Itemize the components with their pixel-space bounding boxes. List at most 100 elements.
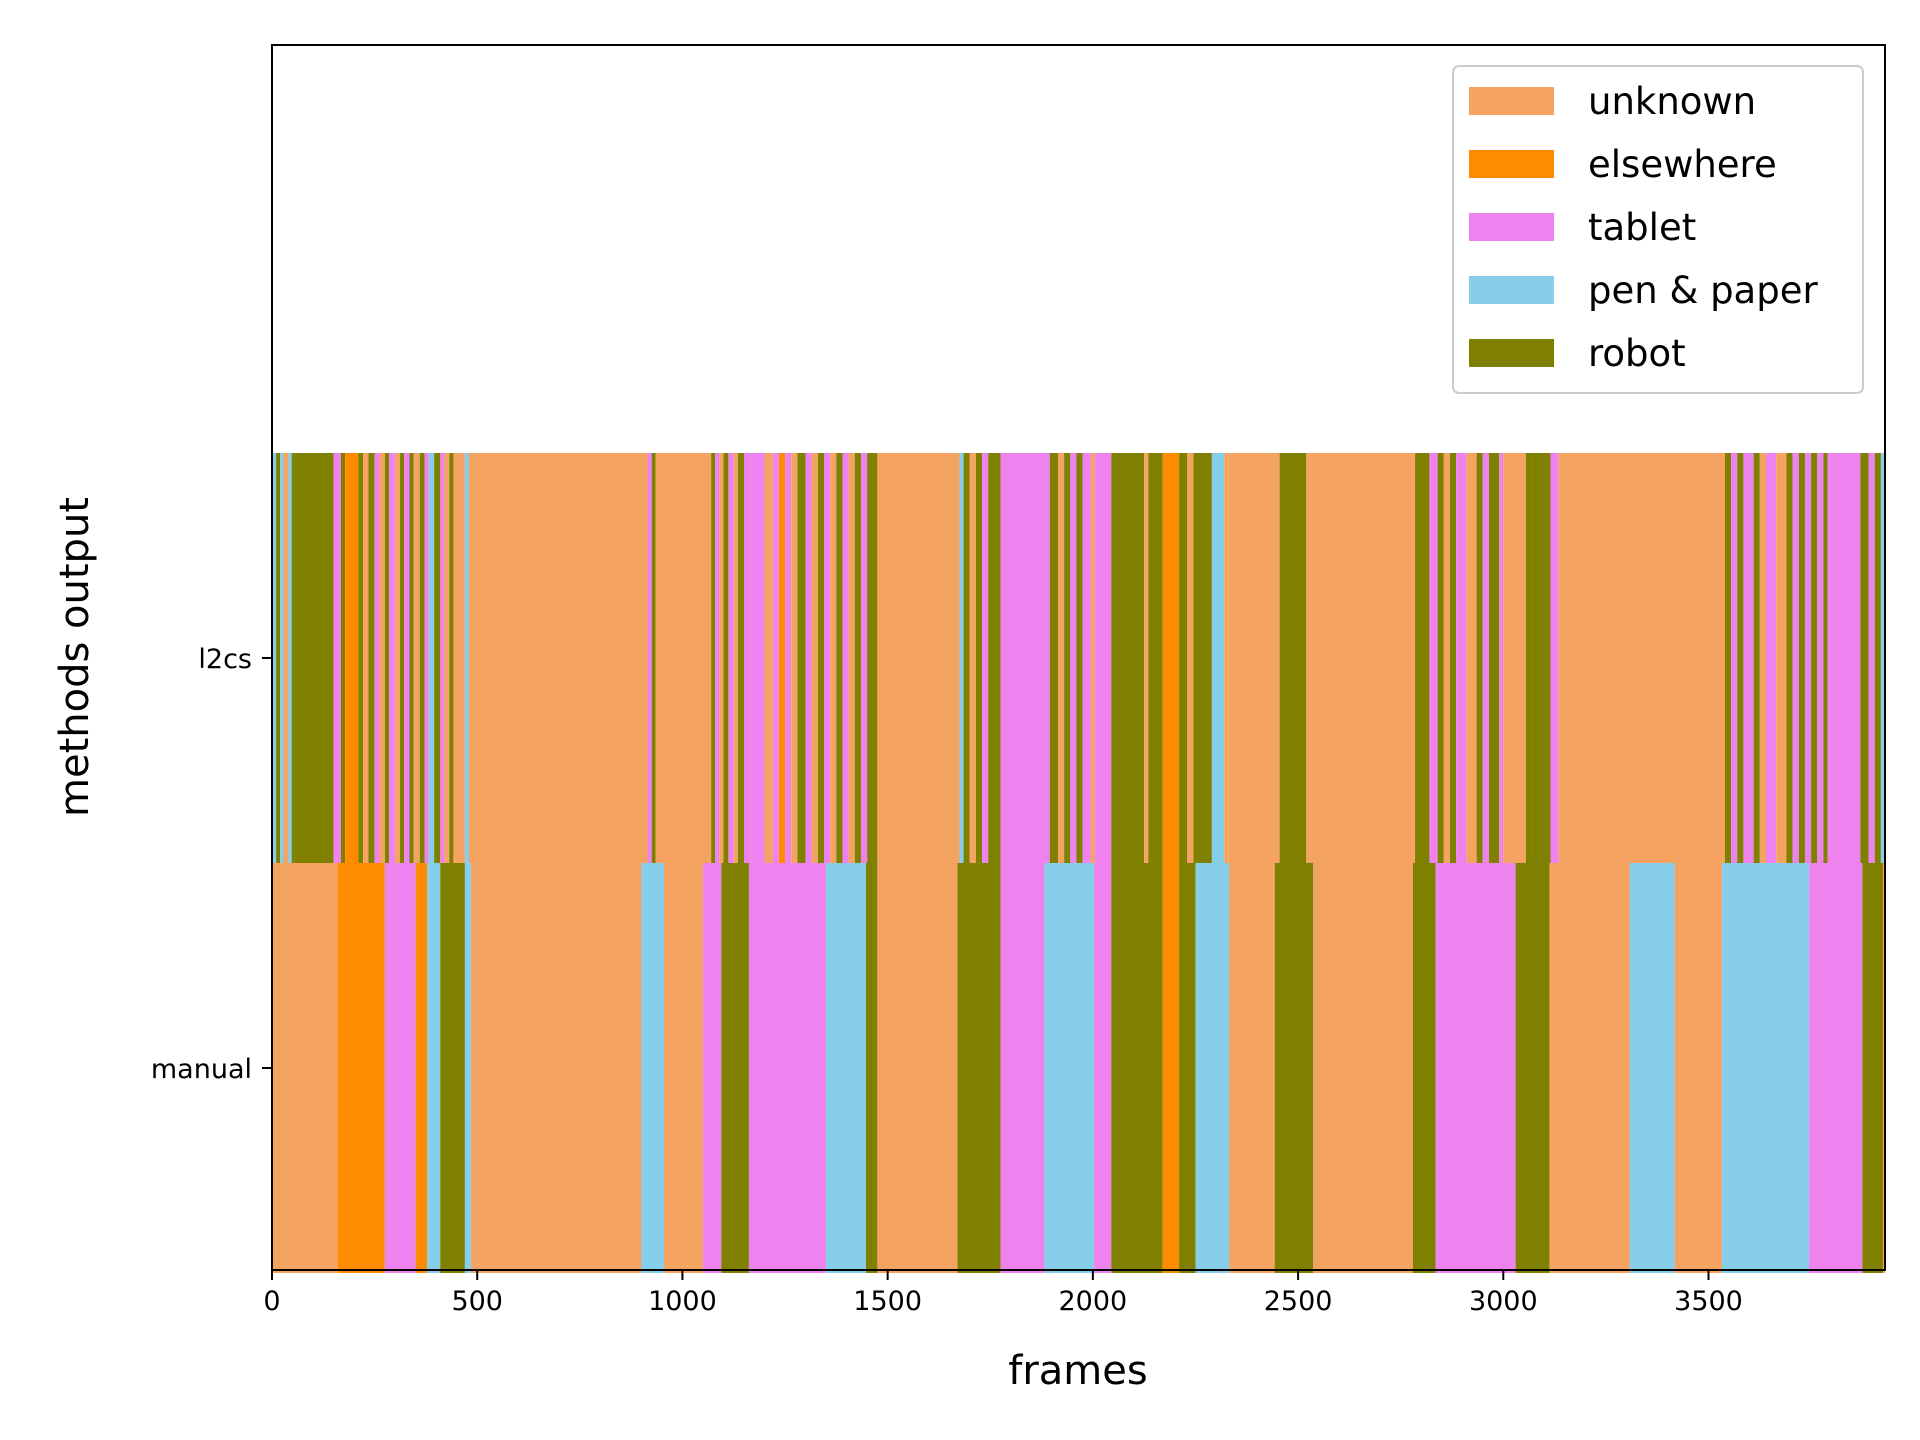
bar-segment-l2cs-56 [842,453,849,863]
bar-segment-l2cs-46 [778,453,786,863]
bar-segment-l2cs-118 [1811,453,1818,863]
bar-segment-l2cs-43 [750,453,765,863]
bar-segment-l2cs-18 [400,453,405,863]
bar-segment-l2cs-28 [449,453,454,863]
bar-segment-l2cs-108 [1737,453,1744,863]
bar-segment-manual-17 [1000,863,1045,1273]
bar-segment-manual-29 [1515,863,1550,1273]
bar-segment-l2cs-119 [1817,453,1824,863]
bar-segment-l2cs-62 [959,453,964,863]
bars-layer [272,453,1885,1273]
bar-segment-l2cs-51 [811,453,818,863]
bar-segment-manual-30 [1549,863,1630,1273]
bar-segment-l2cs-78 [1144,453,1149,863]
bar-segment-l2cs-9 [345,453,359,863]
bar-segment-l2cs-93 [1443,453,1450,863]
bar-segment-l2cs-117 [1804,453,1812,863]
bar-segment-manual-15 [877,863,958,1273]
bar-segment-l2cs-104 [1550,453,1559,863]
legend-label-1: elsewhere [1588,143,1777,186]
bar-segment-l2cs-64 [969,453,976,863]
bar-segment-l2cs-96 [1466,453,1477,863]
bar-segment-l2cs-40 [733,453,738,863]
y-tick-label-manual: manual [151,1054,252,1085]
bar-segment-l2cs-70 [1057,453,1065,863]
bar-segment-l2cs-88 [1306,453,1311,863]
bar-segment-l2cs-54 [830,453,837,863]
bar-segment-l2cs-69 [1049,453,1058,863]
bar-segment-l2cs-25 [434,453,441,863]
bar-segment-l2cs-124 [1874,453,1881,863]
bar-segment-l2cs-91 [1429,453,1438,863]
legend-swatch-4 [1469,339,1554,367]
bar-segment-l2cs-59 [860,453,868,863]
bar-segment-l2cs-30 [464,453,469,863]
bar-segment-l2cs-37 [719,453,724,863]
bar-segment-l2cs-113 [1776,453,1787,863]
bar-segment-manual-1 [337,863,385,1273]
bar-segment-l2cs-87 [1279,453,1307,863]
bar-segment-l2cs-15 [384,453,389,863]
bar-segment-l2cs-24 [428,453,435,863]
bar-segment-l2cs-16 [388,453,396,863]
bar-segment-l2cs-8 [340,453,346,863]
legend-swatch-1 [1469,150,1554,178]
bar-segment-l2cs-73 [1076,453,1083,863]
bar-segment-l2cs-121 [1827,453,1861,863]
bar-segment-manual-28 [1435,863,1516,1273]
bar-segment-manual-12 [748,863,827,1273]
bar-segment-l2cs-41 [737,453,744,863]
x-tick-label: 2000 [1059,1286,1128,1317]
x-tick-label: 2500 [1264,1286,1333,1317]
bar-segment-manual-6 [464,863,472,1273]
bar-segment-l2cs-26 [440,453,445,863]
bar-segment-manual-2 [384,863,416,1273]
bar-segment-manual-19 [1094,863,1112,1273]
bar-segment-l2cs-122 [1860,453,1869,863]
bar-segment-manual-27 [1413,863,1436,1273]
legend-label-3: pen & paper [1588,269,1818,312]
x-axis-ticks: 0 500 1000 1500 2000 2500 3000 3500 [263,1270,1743,1317]
bar-segment-l2cs-27 [444,453,450,863]
bar-segment-manual-18 [1044,863,1095,1273]
bar-segment-l2cs-33 [651,453,656,863]
bar-segment-l2cs-10 [358,453,364,863]
bar-segment-l2cs-58 [854,453,861,863]
bar-segment-l2cs-90 [1415,453,1430,863]
bar-segment-l2cs-38 [723,453,729,863]
bar-segment-l2cs-79 [1148,453,1163,863]
bar-segment-l2cs-47 [785,453,792,863]
bar-segment-l2cs-21 [413,453,420,863]
bar-segment-l2cs-99 [1488,453,1500,863]
bar-segment-manual-35 [1862,863,1883,1273]
bar-segment-l2cs-116 [1798,453,1805,863]
bar-segment-l2cs-1 [276,453,281,863]
bar-segment-manual-3 [415,863,428,1273]
bar-segment-l2cs-102 [1525,453,1533,863]
bar-segment-l2cs-67 [988,453,1001,863]
bar-segment-manual-25 [1274,863,1314,1273]
bar-segment-manual-14 [865,863,878,1273]
bar-segment-l2cs-114 [1786,453,1793,863]
bar-segment-l2cs-120 [1823,453,1828,863]
bar-segment-manual-21 [1162,863,1180,1273]
bar-segment-l2cs-63 [963,453,970,863]
bar-segment-l2cs-106 [1724,453,1732,863]
bar-segment-l2cs-112 [1765,453,1777,863]
bar-segment-l2cs-31 [469,453,648,863]
x-tick-label: 0 [263,1286,280,1317]
bar-segment-l2cs-22 [419,453,425,863]
bar-segment-l2cs-23 [424,453,429,863]
bar-segment-manual-9 [663,863,703,1273]
bar-segment-l2cs-3 [283,453,289,863]
bar-segment-l2cs-5 [291,453,295,863]
legend-label-2: tablet [1588,206,1696,249]
bar-segment-l2cs-66 [982,453,989,863]
bar-segment-l2cs-103 [1532,453,1551,863]
bar-segment-manual-7 [471,863,642,1273]
legend-swatch-2 [1469,213,1554,241]
legend-label-4: robot [1588,332,1686,375]
bar-segment-l2cs-83 [1193,453,1212,863]
bar-segment-manual-0 [272,863,338,1273]
